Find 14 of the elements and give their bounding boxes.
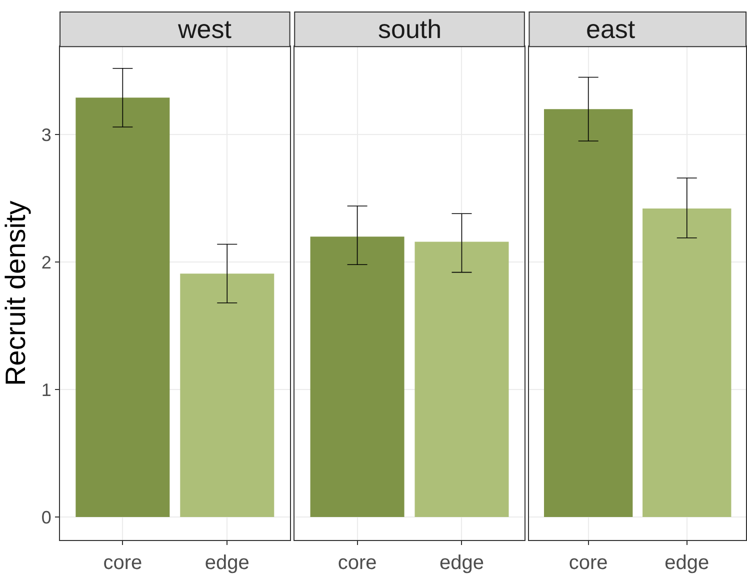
- y-tick-label: 2: [41, 252, 52, 272]
- y-tick-label: 1: [41, 380, 52, 400]
- x-tick-label: edge: [204, 552, 250, 574]
- x-tick-label: core: [103, 552, 142, 574]
- chart-title: south: [378, 14, 442, 44]
- y-axis-title: Recruit density: [0, 200, 31, 386]
- x-tick-label: core: [568, 552, 608, 574]
- y-tick-label: 3: [41, 124, 52, 145]
- x-tick-label: edge: [439, 552, 484, 574]
- chart-title: east: [586, 14, 636, 44]
- y-tick-label: 0: [41, 507, 52, 528]
- x-tick-label: core: [338, 552, 377, 574]
- x-tick-label: edge: [664, 552, 710, 574]
- chart-title: west: [177, 14, 232, 44]
